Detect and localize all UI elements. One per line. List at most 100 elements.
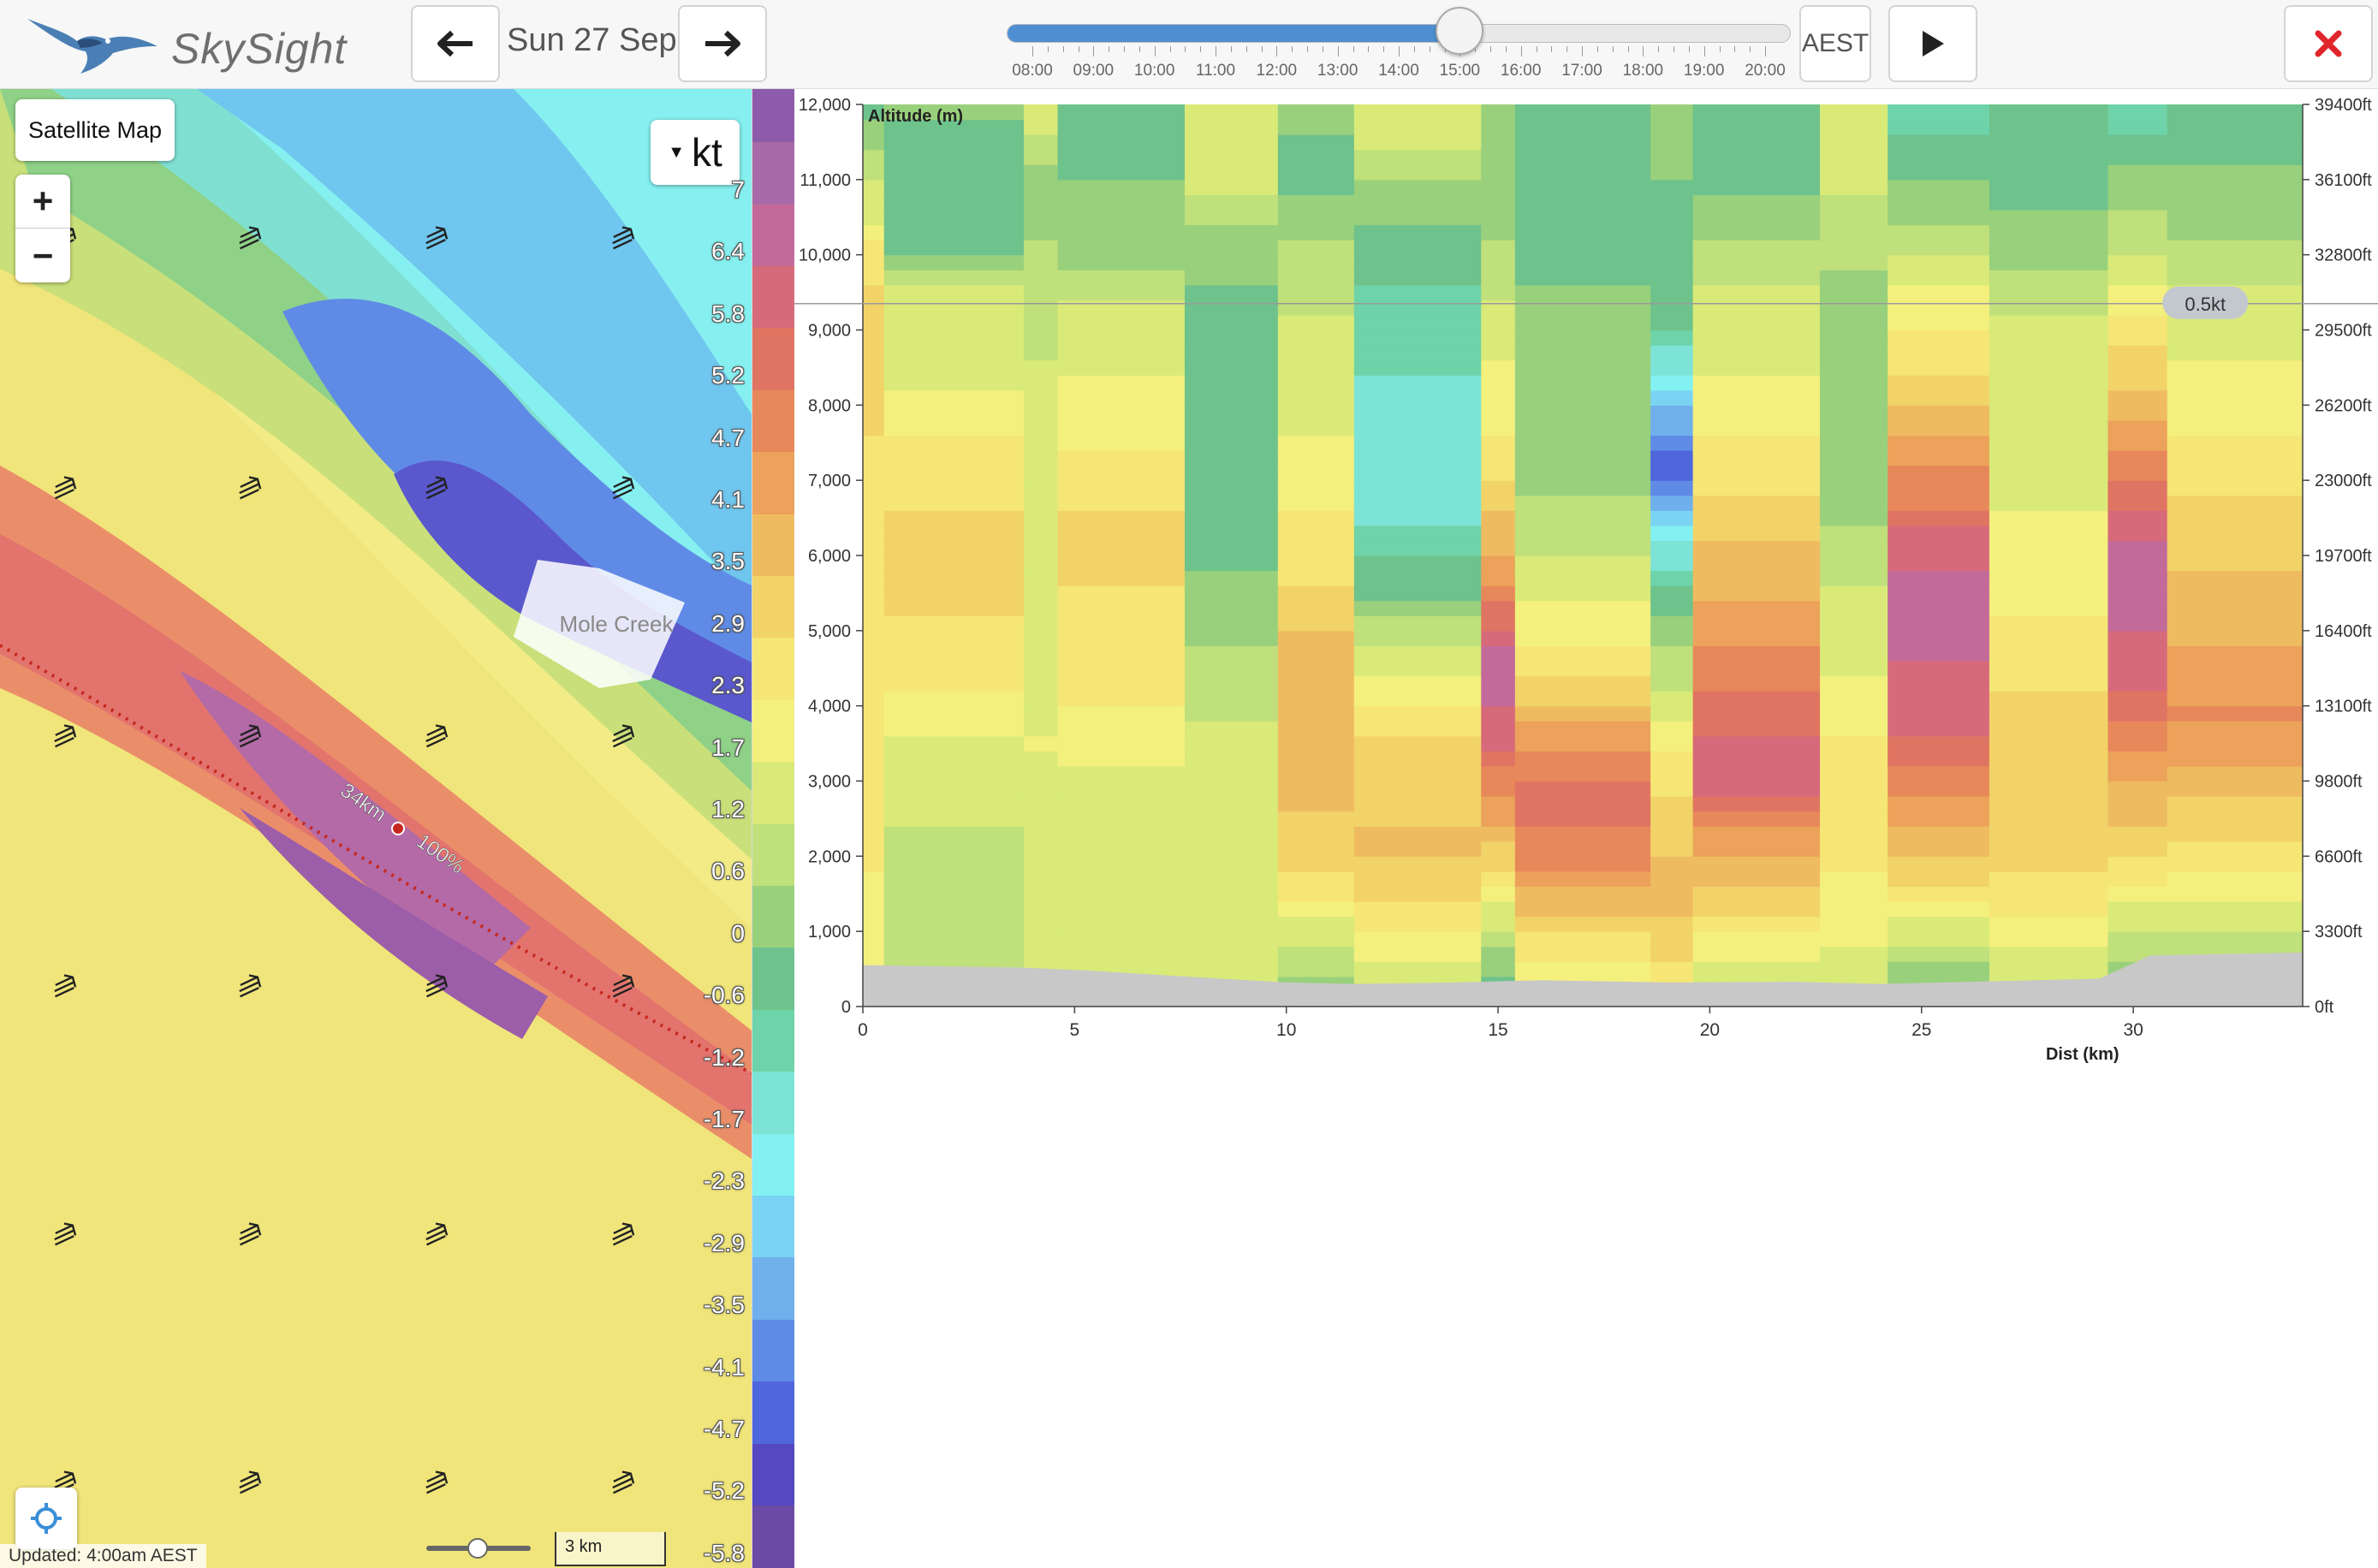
wind-barb-icon: [239, 974, 262, 998]
heatmap-cell: [883, 555, 1025, 572]
legend-swatch: [752, 452, 794, 515]
satellite-map-button[interactable]: Satellite Map: [15, 99, 175, 161]
close-button[interactable]: [2284, 5, 2373, 82]
time-slider[interactable]: 08:00 09:00 10:00 11:00 12:00 13:00 14:00 15:00…: [1007, 7, 1791, 89]
heatmap-cell: [1481, 751, 1516, 767]
heatmap-cell: [863, 314, 885, 331]
heatmap-cell: [2108, 630, 2168, 646]
heatmap-cell: [1650, 209, 1694, 226]
heatmap-cell: [1353, 675, 1482, 692]
heatmap-cell: [1353, 389, 1482, 406]
heatmap-cell: [1277, 630, 1355, 646]
heatmap-cell: [1820, 570, 1888, 586]
heatmap-cell: [863, 480, 885, 496]
heatmap-cell: [863, 751, 885, 767]
heatmap-cell: [1057, 916, 1186, 932]
hour-label[interactable]: 11:00: [1195, 62, 1236, 80]
cross-section-chart[interactable]: 0 0ft 1,000 3300ft 2,000 6600ft 3,000 9800ft 4,0…: [794, 89, 2378, 1568]
hour-label[interactable]: 19:00: [1683, 62, 1725, 80]
heatmap-cell: [1650, 751, 1694, 767]
wind-barb-icon: [54, 476, 77, 500]
heatmap-cell: [1820, 721, 1888, 737]
route-marker[interactable]: [391, 822, 405, 835]
heatmap-cell: [1353, 540, 1482, 556]
locate-button[interactable]: [15, 1488, 77, 1549]
hour-label[interactable]: 17:00: [1561, 62, 1602, 80]
time-tick: [1475, 46, 1477, 52]
heatmap-cell: [1692, 284, 1821, 300]
heatmap-cell: [2108, 104, 2168, 121]
heatmap-cell: [1692, 615, 1821, 632]
heatmap-cell: [1277, 179, 1355, 195]
heatmap-cell: [2167, 450, 2304, 466]
heatmap-cell: [1481, 330, 1516, 346]
zoom-in-button[interactable]: +: [15, 175, 70, 229]
play-button[interactable]: [1888, 5, 1977, 82]
heatmap-cell: [863, 946, 885, 962]
heatmap-cell: [1650, 104, 1694, 121]
heatmap-cell: [863, 164, 885, 181]
wind-barb-icon: [612, 1222, 635, 1246]
heatmap-cell: [1353, 525, 1482, 542]
app-logo[interactable]: SkySight: [24, 9, 349, 80]
heatmap-cell: [1514, 300, 1651, 316]
heatmap-cell: [1692, 194, 1821, 211]
next-day-button[interactable]: [678, 5, 767, 82]
unit-select[interactable]: ▼ kt: [651, 120, 740, 185]
hour-label[interactable]: 14:00: [1378, 62, 1419, 80]
timezone-button[interactable]: AEST: [1799, 5, 1871, 82]
heatmap-cell: [1514, 870, 1651, 888]
heatmap-cell: [1514, 961, 1651, 977]
heatmap-cell: [1989, 931, 2109, 947]
heatmap-cell: [1650, 330, 1694, 346]
heatmap-cell: [1514, 585, 1651, 602]
heatmap-cell: [1514, 480, 1651, 496]
heatmap-cell: [1023, 480, 1059, 496]
hour-label[interactable]: 18:00: [1622, 62, 1664, 80]
heatmap-cell: [1184, 300, 1279, 316]
heatmap-cell: [1820, 224, 1888, 241]
heatmap-cell: [1184, 270, 1279, 286]
heatmap-cell: [1514, 119, 1651, 135]
time-slider-thumb[interactable]: [1436, 7, 1484, 55]
heatmap-cell: [1692, 840, 1821, 857]
heatmap-cell: [1481, 585, 1516, 602]
hour-label[interactable]: 09:00: [1073, 62, 1115, 80]
heatmap-cell: [1057, 495, 1186, 511]
time-slider-track[interactable]: [1007, 24, 1791, 43]
hour-label[interactable]: 13:00: [1317, 62, 1358, 80]
heatmap-cell: [1650, 826, 1694, 842]
heatmap-cell: [2167, 751, 2304, 767]
heatmap-cell: [1820, 886, 1888, 902]
hour-label[interactable]: 16:00: [1500, 62, 1542, 80]
forecast-map[interactable]: Mole Creek 34km 100% Satellite Map + − ▼…: [0, 89, 752, 1568]
heatmap-cell: [1514, 435, 1651, 451]
heatmap-cell: [1820, 284, 1888, 300]
previous-day-button[interactable]: [411, 5, 500, 82]
layer-opacity-slider[interactable]: [426, 1535, 531, 1561]
heatmap-cell: [1650, 435, 1694, 451]
heatmap-cell: [1989, 765, 2109, 782]
zoom-out-button[interactable]: −: [32, 235, 54, 276]
hour-label[interactable]: 08:00: [1012, 62, 1053, 80]
heatmap-cell: [2167, 164, 2304, 181]
heatmap-cell: [1989, 840, 2109, 857]
heatmap-cell: [1650, 540, 1694, 556]
hour-label[interactable]: 12:00: [1256, 62, 1298, 80]
heatmap-cell: [1057, 840, 1186, 857]
heatmap-cell: [1692, 691, 1821, 707]
heatmap-cell: [1481, 555, 1516, 572]
heatmap-cell: [883, 570, 1025, 586]
hour-label[interactable]: 10:00: [1133, 62, 1175, 80]
hour-label[interactable]: 20:00: [1745, 62, 1786, 80]
heatmap-cell: [863, 179, 885, 195]
hour-label[interactable]: 15:00: [1439, 62, 1481, 80]
heatmap-cell: [1184, 179, 1279, 195]
heatmap-cell: [1650, 946, 1694, 962]
heatmap-cell: [1692, 856, 1821, 872]
heatmap-cell: [1514, 270, 1651, 286]
heatmap-cell: [2167, 119, 2304, 135]
heatmap-cell: [1277, 856, 1355, 872]
y2-tick-label: 29500ft: [2315, 322, 2372, 341]
